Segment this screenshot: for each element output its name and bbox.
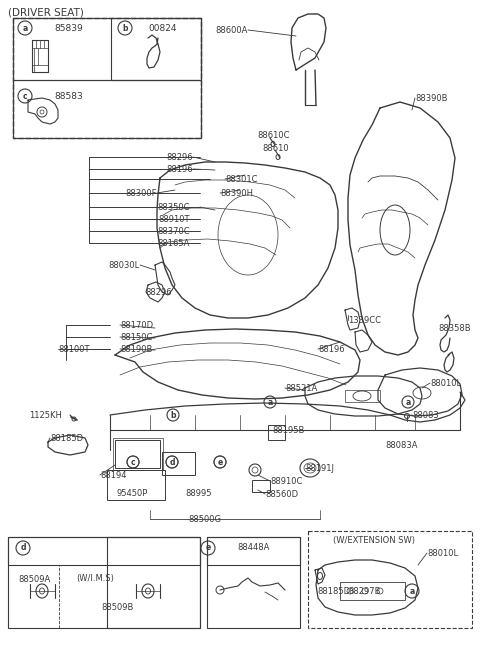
Bar [207, 537, 300, 628]
Text: 85839: 85839 [54, 23, 83, 33]
Text: a: a [267, 398, 273, 406]
Text: 88191J: 88191J [305, 464, 334, 473]
Text: 88190B: 88190B [120, 344, 152, 354]
Bar [268, 425, 285, 440]
Text: 88083A: 88083A [385, 440, 418, 450]
Text: 95450P: 95450P [116, 489, 147, 497]
Bar [8, 537, 200, 628]
Text: 88030L: 88030L [109, 261, 140, 269]
Bar [207, 537, 300, 565]
Bar [113, 438, 163, 470]
Bar [13, 18, 201, 80]
Bar [252, 480, 270, 492]
Bar [59, 565, 107, 628]
Text: 88358B: 88358B [438, 323, 470, 332]
Text: 88509B: 88509B [101, 604, 133, 612]
Text: 88297B: 88297B [348, 587, 381, 595]
Bar [340, 582, 405, 600]
Text: 88301C: 88301C [225, 174, 257, 184]
Text: 88583: 88583 [54, 92, 83, 100]
Text: 88194: 88194 [100, 471, 127, 479]
Text: a: a [409, 587, 415, 595]
Text: (W/EXTENSION SW): (W/EXTENSION SW) [333, 537, 415, 545]
Bar [115, 440, 160, 468]
Text: 88010L: 88010L [430, 378, 461, 388]
Bar [13, 18, 201, 138]
Text: 88509A: 88509A [18, 575, 50, 583]
Text: 88500G: 88500G [189, 515, 221, 523]
Text: 88150C: 88150C [120, 332, 152, 342]
Text: 88196: 88196 [167, 164, 193, 174]
Bar [111, 18, 201, 80]
Text: 88560D: 88560D [265, 489, 298, 499]
Text: 88083: 88083 [412, 410, 439, 420]
Bar [13, 80, 201, 138]
Text: d: d [169, 458, 175, 467]
Bar [162, 452, 195, 475]
Bar [345, 390, 380, 402]
Bar [13, 18, 201, 138]
Text: 88910C: 88910C [270, 477, 302, 485]
Text: 88170D: 88170D [120, 321, 153, 329]
Text: 88185D: 88185D [50, 434, 83, 442]
Text: 88610C: 88610C [257, 130, 289, 140]
Text: (DRIVER SEAT): (DRIVER SEAT) [8, 7, 84, 17]
Text: 88390B: 88390B [415, 94, 447, 102]
Bar [8, 537, 200, 565]
Text: c: c [131, 458, 135, 467]
Text: a: a [23, 23, 28, 33]
Text: c: c [23, 92, 27, 100]
Text: 88195B: 88195B [272, 426, 304, 434]
Bar [107, 470, 165, 500]
Text: d: d [20, 543, 26, 553]
Text: a: a [406, 398, 410, 406]
Text: e: e [217, 458, 223, 467]
Text: 88600A: 88600A [216, 25, 248, 35]
Text: (W/I.M.S): (W/I.M.S) [76, 575, 114, 583]
Text: 88350C: 88350C [157, 203, 190, 211]
Text: 88370C: 88370C [157, 227, 190, 235]
Text: 88196: 88196 [318, 344, 345, 354]
Text: 88010L: 88010L [427, 549, 458, 557]
Text: b: b [170, 410, 176, 420]
Text: 88521A: 88521A [285, 384, 317, 392]
Text: 88185D: 88185D [317, 587, 350, 595]
Text: b: b [122, 23, 128, 33]
Text: e: e [205, 543, 211, 553]
Text: 88165A: 88165A [157, 239, 190, 247]
Text: 88300F: 88300F [125, 188, 157, 198]
Text: 88610: 88610 [262, 144, 288, 152]
Text: 1339CC: 1339CC [348, 315, 381, 325]
Text: 88448A: 88448A [237, 543, 269, 553]
Text: 88296: 88296 [145, 287, 172, 297]
Text: 00824: 00824 [148, 23, 177, 33]
Text: 1125KH: 1125KH [29, 410, 62, 420]
Text: 88296: 88296 [167, 152, 193, 162]
Bar [107, 537, 200, 628]
Bar [308, 531, 472, 628]
Text: 88995: 88995 [185, 489, 212, 497]
Text: 88100T: 88100T [58, 344, 89, 354]
Text: 88910T: 88910T [158, 215, 190, 223]
Text: 88390H: 88390H [220, 188, 253, 198]
